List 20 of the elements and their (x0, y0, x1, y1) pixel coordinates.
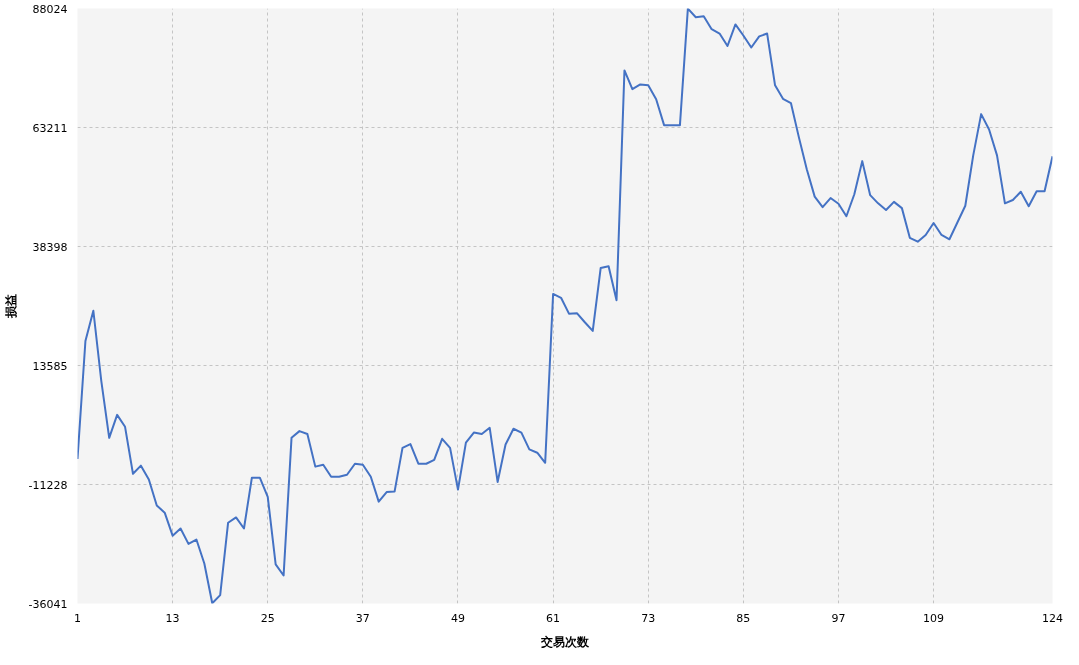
x-tick-label: 73 (641, 611, 656, 625)
x-tick-label: 109 (923, 611, 945, 625)
x-tick-label: 61 (546, 611, 561, 625)
x-tick-label: 49 (450, 611, 465, 625)
y-tick-label: 38398 (32, 240, 68, 254)
x-tick-label: 13 (165, 611, 180, 625)
x-tick-label: 85 (736, 611, 751, 625)
y-axis-title: 损益 (3, 294, 18, 319)
y-tick-label: -36041 (28, 597, 68, 611)
y-tick-label: 88024 (32, 2, 68, 16)
x-tick-label: 37 (355, 611, 370, 625)
y-tick-label: 63211 (32, 121, 68, 135)
x-tick-label: 97 (831, 611, 846, 625)
x-tick-label: 1 (74, 611, 81, 625)
line-series (77, 8, 1053, 604)
y-tick-label: 13585 (32, 359, 68, 373)
x-tick-label: 25 (260, 611, 275, 625)
x-tick-label: 124 (1042, 611, 1063, 625)
x-axis-title: 交易次数 (540, 634, 590, 649)
y-tick-label: -11228 (28, 478, 68, 492)
